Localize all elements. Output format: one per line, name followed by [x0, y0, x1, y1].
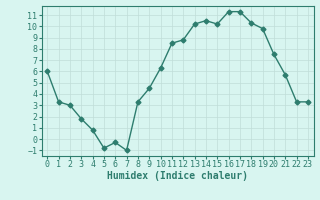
X-axis label: Humidex (Indice chaleur): Humidex (Indice chaleur)	[107, 171, 248, 181]
